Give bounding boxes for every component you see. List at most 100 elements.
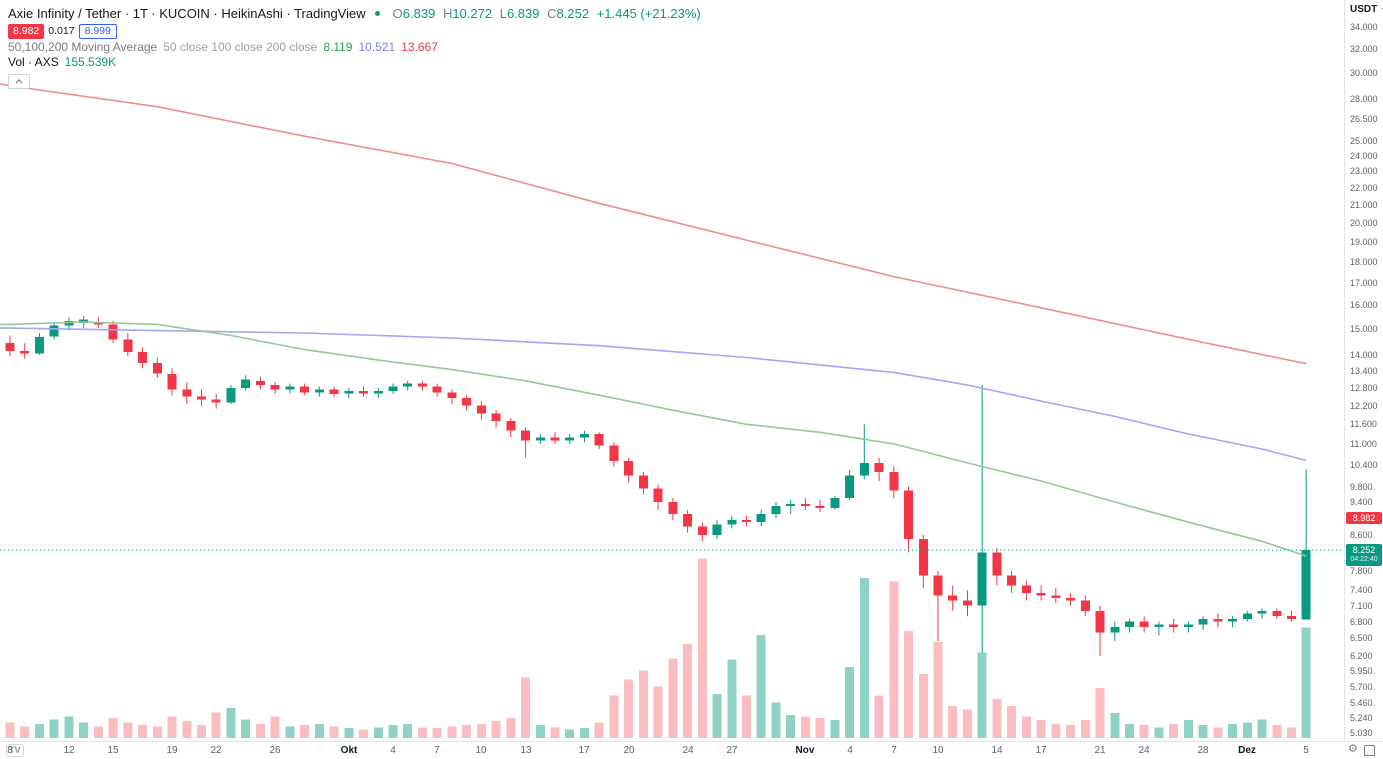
volume-bar (874, 695, 884, 738)
candle (1228, 616, 1238, 628)
candle (800, 498, 810, 510)
time-axis-label: 7 (434, 745, 440, 756)
price-axis-label: 5.030 (1350, 728, 1373, 738)
time-axis-label: 5 (1303, 745, 1309, 756)
time-axis-label: 13 (520, 745, 532, 756)
price-axis-label: 11.600 (1350, 419, 1377, 429)
ma100-value: 10.521 (358, 40, 396, 54)
buy-price-button[interactable]: 8.999 (78, 24, 117, 39)
price-axis-label: 25.000 (1350, 136, 1378, 146)
volume-bar (521, 677, 531, 738)
volume-bar (226, 708, 236, 738)
candle (786, 500, 796, 514)
candle (403, 380, 413, 391)
candle (417, 380, 427, 391)
ma-indicator-params: 50 close 100 close 200 close (163, 40, 318, 54)
candle (594, 432, 604, 449)
candle (948, 585, 958, 611)
candle (712, 520, 722, 540)
volume-bar (1272, 725, 1282, 738)
volume-bar (535, 725, 545, 738)
volume-bar (638, 670, 648, 738)
volume-bar (771, 702, 781, 738)
candle (20, 343, 30, 359)
candle (977, 385, 987, 653)
volume-bar (1301, 627, 1311, 738)
volume-bar (476, 723, 486, 738)
volume-bar (845, 666, 855, 738)
price-axis-label: 18.000 (1350, 257, 1378, 267)
volume-bar (359, 729, 368, 738)
candle (1154, 621, 1164, 636)
volume-bar (79, 722, 89, 738)
candle (933, 570, 943, 642)
volume-bar (992, 698, 1002, 738)
chart-canvas[interactable] (0, 0, 1344, 741)
spread-value: 0.017 (48, 25, 75, 37)
change-value: +1.445 (+21.23%) (596, 6, 701, 21)
price-axis-label: 6.500 (1350, 633, 1373, 643)
price-axis-label: 12.800 (1350, 383, 1378, 393)
volume-bar (270, 716, 280, 738)
volume-bar (388, 725, 398, 738)
tradingview-logo-icon[interactable]: TV (6, 744, 24, 757)
sell-price-button[interactable]: 8.982 (8, 24, 45, 39)
price-axis-label: 26.500 (1350, 114, 1378, 124)
ma200-line (0, 83, 1307, 365)
high-label: H (442, 6, 453, 21)
price-axis-label: 10.400 (1350, 460, 1378, 470)
candle (1287, 610, 1296, 622)
volume-bar (756, 634, 766, 738)
price-axis-label: 9.800 (1350, 482, 1373, 492)
candle (462, 395, 472, 411)
volume-bar (1169, 723, 1179, 738)
candle (108, 320, 118, 344)
volume-bar (1242, 722, 1252, 738)
symbol-title[interactable]: Axie Infinity / Tether · 1T · KUCOIN · H… (8, 6, 366, 21)
legend-collapse-button[interactable] (8, 74, 30, 89)
candle (992, 548, 1002, 586)
price-axis-label: 7.400 (1350, 585, 1373, 595)
volume-bar (197, 725, 206, 738)
time-axis[interactable]: TV 8 12 15 19 22 26 Okt 4 7 10 13 17 20 24 27 Nov 4 7 10 14… (0, 741, 1383, 759)
ma-indicator-title[interactable]: 50,100,200 Moving Average (8, 40, 158, 54)
volume-bar (241, 719, 251, 738)
volume-bar (889, 581, 899, 738)
candle (830, 496, 840, 510)
volume-bar (285, 726, 295, 738)
last-price-axis-badge: 8.252 04:22:40 (1346, 544, 1382, 566)
maximize-icon[interactable] (1363, 744, 1375, 756)
volume-bar (1125, 723, 1134, 738)
time-axis-label: Okt (340, 745, 358, 756)
volume-bar (373, 727, 383, 738)
candle (859, 424, 869, 480)
price-axis-label: 6.800 (1350, 617, 1373, 627)
price-axis-label: 32.000 (1350, 44, 1378, 54)
axis-corner-toolbar: ⚙ (1348, 742, 1375, 756)
volume-bar (462, 725, 472, 738)
candle (491, 410, 501, 428)
volume-indicator-title[interactable]: Vol · AXS (8, 55, 59, 69)
volume-bar (1036, 720, 1046, 738)
volume-bar (108, 718, 118, 738)
price-axis[interactable]: USDT 34.000 32.000 30.000 28.000 26.500 25.00… (1344, 0, 1383, 741)
volume-bar (697, 558, 707, 738)
candle (152, 357, 162, 378)
volume-bar (948, 706, 958, 738)
price-axis-label: 7.100 (1350, 601, 1373, 611)
open-label: O (392, 6, 403, 21)
price-axis-label: 22.000 (1350, 183, 1378, 193)
time-axis-label: 17 (578, 745, 590, 756)
high-value: 10.272 (452, 6, 493, 21)
volume-bar (800, 716, 810, 738)
price-axis-currency-selector[interactable]: USDT (1350, 4, 1383, 15)
candle (845, 470, 855, 500)
candle (1213, 613, 1223, 628)
close-value: 8.252 (556, 6, 590, 21)
candle (123, 333, 133, 357)
settings-gear-icon[interactable]: ⚙ (1348, 743, 1358, 755)
candle (1183, 621, 1193, 633)
time-axis-label: 7 (891, 745, 897, 756)
candle (1007, 570, 1017, 593)
price-axis-label: 30.000 (1350, 68, 1378, 78)
